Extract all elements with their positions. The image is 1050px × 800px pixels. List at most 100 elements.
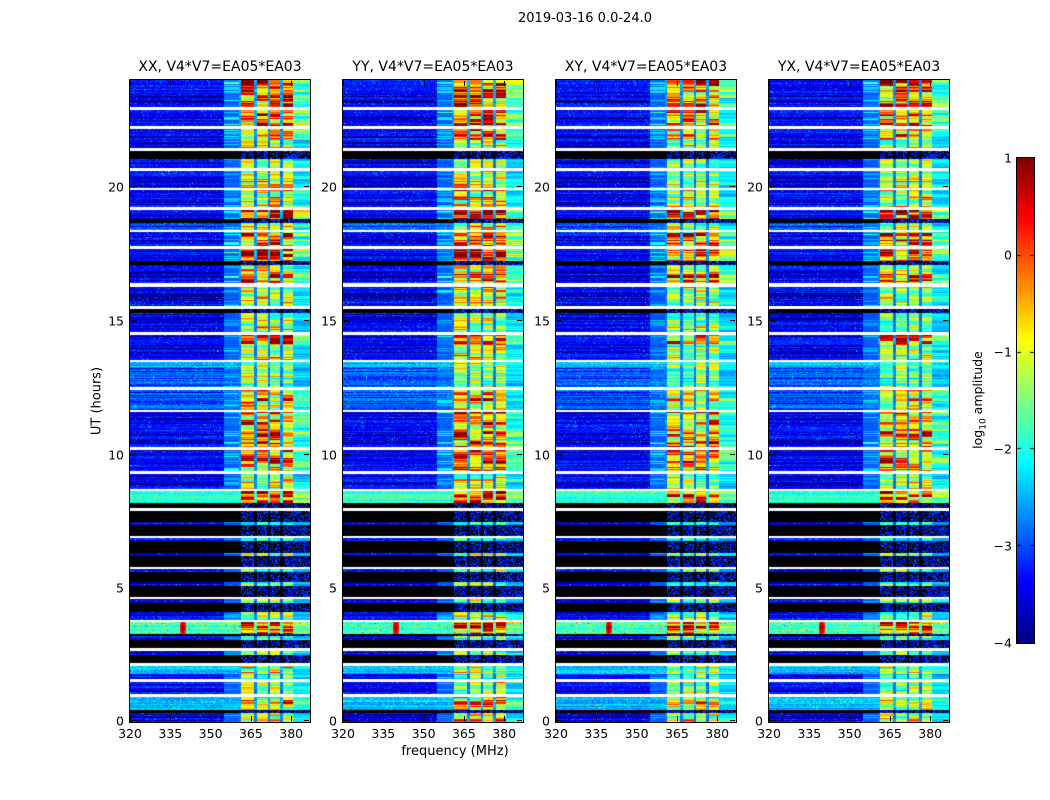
x-tick-mark [930, 81, 932, 86]
x-tick-mark [849, 716, 851, 721]
y-tick-mark [517, 453, 522, 455]
x-tick-label: 320 [757, 726, 781, 741]
x-tick-mark [556, 716, 557, 721]
x-tick-mark [463, 81, 465, 86]
y-tick-mark [730, 186, 735, 187]
x-tick-mark [504, 81, 506, 86]
figure-title: 2019-03-16 0.0-24.0 [518, 11, 652, 26]
y-tick-label: 0 [755, 713, 763, 729]
y-tick-mark [557, 587, 562, 589]
y-tick-mark [344, 319, 349, 321]
x-tick-label: 335 [371, 726, 396, 741]
x-tick-label: 350 [837, 726, 862, 741]
y-tick-label: 10 [108, 447, 124, 462]
y-tick-mark [131, 453, 136, 455]
y-tick-mark [517, 720, 522, 721]
x-tick-mark [717, 716, 719, 721]
x-tick-label: 365 [877, 726, 902, 741]
x-tick-mark [210, 81, 212, 86]
y-tick-label: 5 [116, 580, 124, 596]
panel-title-xx: XX, V4*V7=EA05*EA03 [138, 59, 302, 75]
x-tick-mark [210, 716, 212, 721]
panel-title-yx: YX, V4*V7=EA05*EA03 [777, 59, 941, 75]
spectrogram-canvas-xx [130, 80, 310, 722]
y-tick-label: 20 [321, 179, 337, 195]
colorbar-label-suffix: amplitude [969, 351, 985, 419]
x-tick-label: 335 [584, 726, 609, 741]
y-tick-label: 20 [108, 179, 124, 195]
y-tick-mark [730, 720, 735, 721]
y-tick-mark [304, 319, 309, 321]
y-tick-mark [770, 587, 775, 589]
x-tick-label: 335 [158, 726, 183, 741]
colorbar-tick-label: −4 [993, 635, 1012, 651]
y-tick-mark [304, 453, 309, 455]
x-tick-mark [849, 81, 851, 86]
colorbar-tick-label: 0 [1004, 247, 1012, 263]
y-tick-mark [304, 186, 309, 187]
x-tick-label: 365 [664, 726, 689, 741]
x-tick-mark [383, 81, 385, 86]
x-tick-mark [809, 81, 811, 86]
x-tick-mark [170, 716, 172, 721]
colorbar-tick-label: −1 [993, 344, 1012, 360]
x-tick-mark [250, 716, 252, 721]
y-tick-mark [770, 319, 775, 321]
x-tick-mark [636, 716, 638, 721]
x-tick-mark [383, 716, 385, 721]
y-tick-mark [344, 453, 349, 455]
y-tick-mark [517, 186, 522, 187]
x-tick-label: 350 [624, 726, 649, 741]
y-tick-label: 15 [108, 313, 124, 329]
y-tick-label: 15 [534, 313, 550, 329]
x-tick-mark [769, 716, 770, 721]
x-tick-mark [809, 716, 811, 721]
x-tick-label: 365 [238, 726, 263, 741]
x-tick-label: 380 [492, 726, 517, 741]
y-tick-mark [304, 720, 309, 721]
y-tick-label: 5 [329, 580, 337, 596]
colorbar-label-subscript: 10 [978, 418, 989, 430]
x-tick-mark [463, 716, 465, 721]
x-tick-mark [170, 81, 172, 86]
x-tick-mark [596, 81, 598, 86]
colorbar-label: log10 amplitude [970, 351, 989, 449]
y-tick-mark [131, 186, 136, 187]
y-tick-label: 5 [542, 580, 550, 596]
y-tick-mark [730, 587, 735, 589]
x-tick-label: 380 [705, 726, 730, 741]
y-tick-mark [943, 186, 948, 187]
y-tick-label: 15 [747, 313, 763, 329]
spectrogram-panel-xy [555, 79, 737, 723]
x-tick-label: 320 [118, 726, 142, 741]
y-tick-mark [517, 319, 522, 321]
x-tick-label: 380 [918, 726, 943, 741]
colorbar-tick-label: −3 [993, 538, 1012, 554]
x-tick-label: 380 [279, 726, 304, 741]
y-axis-label: UT (hours) [89, 366, 105, 436]
x-tick-label: 365 [451, 726, 476, 741]
y-tick-label: 0 [116, 713, 124, 729]
spectrogram-panel-yy [342, 79, 524, 723]
y-tick-mark [943, 720, 948, 721]
y-tick-mark [730, 319, 735, 321]
y-tick-mark [770, 453, 775, 455]
spectrogram-canvas-yy [343, 80, 523, 722]
x-tick-mark [889, 716, 891, 721]
x-tick-mark [423, 716, 425, 721]
y-tick-label: 5 [755, 580, 763, 596]
spectrogram-panel-xx [129, 79, 311, 723]
y-tick-label: 20 [534, 179, 550, 195]
x-tick-label: 350 [411, 726, 436, 741]
x-tick-mark [250, 81, 252, 86]
spectrogram-panel-yx [768, 79, 950, 723]
y-tick-mark [770, 186, 775, 187]
x-tick-mark [130, 716, 131, 721]
colorbar-tick-label: −2 [993, 441, 1012, 457]
y-tick-label: 10 [321, 447, 337, 462]
y-tick-mark [344, 186, 349, 187]
x-tick-mark [343, 81, 344, 86]
x-tick-label: 320 [544, 726, 568, 741]
y-tick-mark [131, 587, 136, 589]
